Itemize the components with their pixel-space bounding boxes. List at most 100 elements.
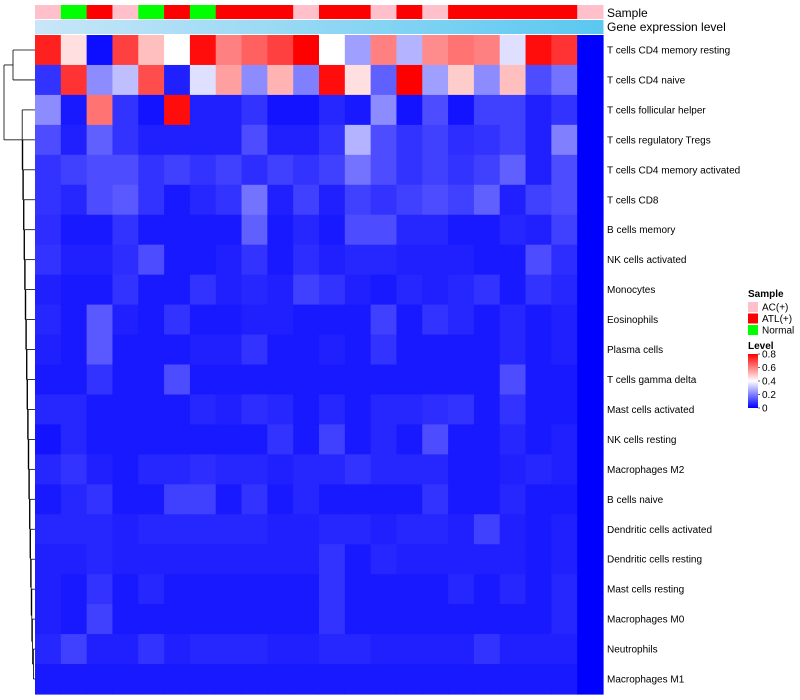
heatmap-cell — [448, 634, 475, 665]
heatmap-cell — [86, 304, 114, 336]
sample-annotation-cell — [112, 5, 139, 19]
heatmap-cell — [422, 274, 449, 306]
heatmap-cell — [35, 154, 62, 186]
legend-sample-title: Sample — [748, 289, 784, 300]
heatmap-cell — [499, 394, 527, 426]
heatmap-cell — [138, 634, 165, 665]
heatmap-cell — [189, 454, 217, 485]
heatmap-cell — [396, 454, 423, 485]
heatmap-cell — [138, 214, 165, 246]
heatmap-cell — [267, 304, 294, 336]
heatmap-cell — [189, 154, 217, 186]
heatmap-cell — [241, 304, 268, 336]
heatmap-cell — [35, 454, 62, 485]
heatmap-cell — [396, 184, 423, 216]
heatmap-cell — [164, 424, 191, 455]
heatmap-cell — [448, 604, 475, 635]
heatmap-cell — [448, 484, 475, 515]
heatmap-cell — [60, 574, 88, 605]
heatmap-cell — [241, 454, 268, 485]
heatmap-cell — [293, 544, 320, 575]
sample-annotation-cell — [241, 5, 268, 19]
heatmap-cell — [473, 454, 501, 485]
heatmap-cell — [344, 304, 372, 336]
heatmap-cell — [577, 634, 604, 665]
heatmap-cell — [35, 364, 62, 396]
heatmap-cell — [396, 244, 423, 276]
heatmap-cell — [525, 424, 552, 455]
heatmap-cell — [370, 94, 398, 126]
heatmap-cell — [499, 484, 527, 515]
heatmap-cell — [448, 544, 475, 575]
heatmap-cell — [473, 244, 501, 276]
legend-swatch — [748, 325, 758, 335]
heatmap-cell — [577, 214, 604, 246]
heatmap-cell — [344, 214, 372, 246]
heatmap-cell — [370, 514, 398, 545]
heatmap-cell — [473, 484, 501, 515]
heatmap-cell — [241, 484, 268, 515]
heatmap-cell — [293, 94, 320, 126]
heatmap-cell — [138, 664, 165, 695]
heatmap-cell — [344, 634, 372, 665]
heatmap-cell — [499, 94, 527, 126]
heatmap-cell — [422, 424, 449, 455]
sample-annotation-cell — [86, 5, 113, 19]
legend-swatch — [748, 313, 758, 324]
heatmap-cell — [473, 664, 501, 695]
heatmap-cell — [448, 424, 475, 455]
heatmap-cell — [241, 604, 268, 635]
heatmap-cell — [577, 124, 604, 156]
heatmap-cell — [293, 424, 320, 455]
heatmap-cell — [267, 634, 294, 665]
heatmap-cell — [499, 634, 527, 665]
heatmap-cell — [577, 35, 604, 66]
heatmap-cell — [370, 64, 398, 96]
heatmap-cell — [60, 274, 88, 306]
heatmap-cell — [293, 514, 320, 545]
heatmap-cell — [86, 214, 114, 246]
heatmap-cell — [112, 604, 139, 635]
heatmap-cell — [293, 574, 320, 605]
heatmap-cell — [112, 304, 139, 336]
heatmap-cell — [551, 574, 578, 605]
heatmap-cell — [319, 334, 346, 366]
heatmap-cell — [319, 64, 346, 96]
heatmap-cell — [396, 214, 423, 246]
heatmap-cell — [86, 184, 114, 216]
heatmap-cell — [267, 124, 294, 156]
heatmap-cell — [551, 484, 578, 515]
heatmap-cell — [370, 424, 398, 455]
heatmap-cell — [319, 274, 346, 306]
heatmap-cell — [473, 574, 501, 605]
heatmap-cell — [60, 364, 88, 396]
heatmap-cell — [319, 574, 346, 605]
heatmap-cell — [448, 664, 475, 695]
heatmap-cell — [112, 35, 139, 66]
heatmap-cell — [344, 394, 372, 426]
heatmap-cell — [551, 274, 578, 306]
heatmap-cell — [577, 94, 604, 126]
heatmap-cell — [551, 454, 578, 485]
heatmap-cell — [448, 454, 475, 485]
heatmap-cell — [241, 214, 268, 246]
heatmap-cell — [422, 124, 449, 156]
heatmap-cell — [138, 274, 165, 306]
heatmap-cell — [35, 604, 62, 635]
sample-annotation-cell — [551, 5, 578, 19]
heatmap-cell — [396, 664, 423, 695]
heatmap-cell — [499, 664, 527, 695]
heatmap-cell — [525, 394, 552, 426]
legend-swatch — [748, 302, 758, 312]
heatmap-cell — [189, 184, 217, 216]
heatmap-cell — [319, 214, 346, 246]
heatmap-cell — [35, 304, 62, 336]
heatmap-cell — [189, 274, 217, 306]
heatmap-cell — [499, 334, 527, 366]
heatmap-cell — [86, 244, 114, 276]
heatmap-cell — [577, 514, 604, 545]
heatmap-cell — [293, 274, 320, 306]
heatmap-cell — [86, 274, 114, 306]
heatmap-cell — [370, 214, 398, 246]
heatmap-cell — [422, 544, 449, 575]
